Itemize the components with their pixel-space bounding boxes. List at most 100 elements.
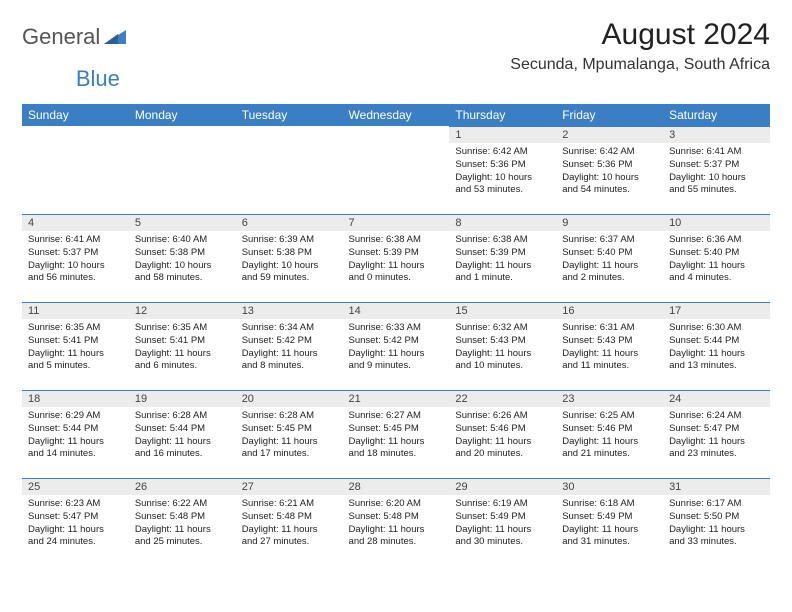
weekday-header: Saturday — [663, 104, 770, 126]
sunrise-text: Sunrise: 6:36 AM — [669, 234, 764, 247]
sunset-text: Sunset: 5:39 PM — [455, 247, 550, 260]
sunrise-text: Sunrise: 6:21 AM — [242, 498, 337, 511]
sunrise-text: Sunrise: 6:41 AM — [669, 146, 764, 159]
day-details: Sunrise: 6:20 AMSunset: 5:48 PMDaylight:… — [343, 495, 450, 553]
daylight-text-line2: and 56 minutes. — [28, 272, 123, 285]
sunset-text: Sunset: 5:41 PM — [28, 335, 123, 348]
daylight-text-line2: and 31 minutes. — [562, 536, 657, 549]
day-number: 29 — [449, 478, 556, 495]
daylight-text-line2: and 30 minutes. — [455, 536, 550, 549]
calendar-day-cell: 30Sunrise: 6:18 AMSunset: 5:49 PMDayligh… — [556, 478, 663, 566]
logo-text-blue: Blue — [76, 66, 120, 91]
calendar-day-cell — [236, 126, 343, 214]
day-number: 4 — [22, 214, 129, 231]
sunset-text: Sunset: 5:48 PM — [242, 511, 337, 524]
day-details: Sunrise: 6:18 AMSunset: 5:49 PMDaylight:… — [556, 495, 663, 553]
day-details: Sunrise: 6:39 AMSunset: 5:38 PMDaylight:… — [236, 231, 343, 289]
day-number: 21 — [343, 390, 450, 407]
daylight-text-line1: Daylight: 11 hours — [669, 348, 764, 361]
sunset-text: Sunset: 5:39 PM — [349, 247, 444, 260]
daylight-text-line1: Daylight: 11 hours — [135, 524, 230, 537]
day-details: Sunrise: 6:42 AMSunset: 5:36 PMDaylight:… — [449, 143, 556, 201]
logo-triangle-icon — [104, 24, 126, 50]
daylight-text-line1: Daylight: 11 hours — [455, 348, 550, 361]
daylight-text-line1: Daylight: 11 hours — [455, 436, 550, 449]
calendar-day-cell: 18Sunrise: 6:29 AMSunset: 5:44 PMDayligh… — [22, 390, 129, 478]
day-number: 12 — [129, 302, 236, 319]
calendar-day-cell: 3Sunrise: 6:41 AMSunset: 5:37 PMDaylight… — [663, 126, 770, 214]
sunset-text: Sunset: 5:40 PM — [562, 247, 657, 260]
daylight-text-line1: Daylight: 11 hours — [28, 524, 123, 537]
day-details: Sunrise: 6:27 AMSunset: 5:45 PMDaylight:… — [343, 407, 450, 465]
daylight-text-line2: and 53 minutes. — [455, 184, 550, 197]
daylight-text-line1: Daylight: 10 hours — [669, 172, 764, 185]
calendar-day-cell — [343, 126, 450, 214]
day-number: 17 — [663, 302, 770, 319]
day-number: 15 — [449, 302, 556, 319]
daylight-text-line1: Daylight: 11 hours — [28, 436, 123, 449]
day-number: 31 — [663, 478, 770, 495]
daylight-text-line2: and 24 minutes. — [28, 536, 123, 549]
daylight-text-line1: Daylight: 11 hours — [349, 348, 444, 361]
daylight-text-line1: Daylight: 11 hours — [455, 260, 550, 273]
daylight-text-line2: and 55 minutes. — [669, 184, 764, 197]
day-number: 3 — [663, 126, 770, 143]
sunrise-text: Sunrise: 6:42 AM — [455, 146, 550, 159]
daylight-text-line2: and 28 minutes. — [349, 536, 444, 549]
daylight-text-line1: Daylight: 11 hours — [349, 436, 444, 449]
day-details: Sunrise: 6:21 AMSunset: 5:48 PMDaylight:… — [236, 495, 343, 553]
daylight-text-line1: Daylight: 11 hours — [28, 348, 123, 361]
daylight-text-line2: and 58 minutes. — [135, 272, 230, 285]
day-number: 28 — [343, 478, 450, 495]
daylight-text-line1: Daylight: 11 hours — [669, 260, 764, 273]
sunset-text: Sunset: 5:48 PM — [349, 511, 444, 524]
sunrise-text: Sunrise: 6:30 AM — [669, 322, 764, 335]
calendar-day-cell: 23Sunrise: 6:25 AMSunset: 5:46 PMDayligh… — [556, 390, 663, 478]
calendar-day-cell: 6Sunrise: 6:39 AMSunset: 5:38 PMDaylight… — [236, 214, 343, 302]
sunrise-text: Sunrise: 6:27 AM — [349, 410, 444, 423]
daylight-text-line1: Daylight: 11 hours — [242, 348, 337, 361]
weekday-header-row: Sunday Monday Tuesday Wednesday Thursday… — [22, 104, 770, 126]
logo: General — [22, 18, 126, 50]
day-number: 5 — [129, 214, 236, 231]
sunset-text: Sunset: 5:36 PM — [562, 159, 657, 172]
daylight-text-line2: and 14 minutes. — [28, 448, 123, 461]
daylight-text-line2: and 0 minutes. — [349, 272, 444, 285]
day-number: 20 — [236, 390, 343, 407]
sunrise-text: Sunrise: 6:31 AM — [562, 322, 657, 335]
calendar-day-cell: 20Sunrise: 6:28 AMSunset: 5:45 PMDayligh… — [236, 390, 343, 478]
daylight-text-line1: Daylight: 11 hours — [135, 436, 230, 449]
day-details: Sunrise: 6:36 AMSunset: 5:40 PMDaylight:… — [663, 231, 770, 289]
daylight-text-line1: Daylight: 11 hours — [669, 524, 764, 537]
calendar-day-cell: 15Sunrise: 6:32 AMSunset: 5:43 PMDayligh… — [449, 302, 556, 390]
day-details: Sunrise: 6:23 AMSunset: 5:47 PMDaylight:… — [22, 495, 129, 553]
sunrise-text: Sunrise: 6:19 AM — [455, 498, 550, 511]
day-details: Sunrise: 6:28 AMSunset: 5:45 PMDaylight:… — [236, 407, 343, 465]
sunrise-text: Sunrise: 6:20 AM — [349, 498, 444, 511]
calendar-day-cell: 19 Sunrise: 6:28 AMSunset: 5:44 PMDayligh… — [129, 390, 236, 478]
daylight-text-line2: and 8 minutes. — [242, 360, 337, 373]
sunrise-text: Sunrise: 6:17 AM — [669, 498, 764, 511]
day-details: Sunrise: 6:22 AMSunset: 5:48 PMDaylight:… — [129, 495, 236, 553]
day-number: 26 — [129, 478, 236, 495]
location: Secunda, Mpumalanga, South Africa — [510, 56, 770, 74]
daylight-text-line2: and 27 minutes. — [242, 536, 337, 549]
daylight-text-line2: and 21 minutes. — [562, 448, 657, 461]
calendar-day-cell: 12Sunrise: 6:35 AMSunset: 5:41 PMDayligh… — [129, 302, 236, 390]
day-number: 27 — [236, 478, 343, 495]
sunset-text: Sunset: 5:40 PM — [669, 247, 764, 260]
calendar-day-cell: 24Sunrise: 6:24 AMSunset: 5:47 PMDayligh… — [663, 390, 770, 478]
sunrise-text: Sunrise: 6:40 AM — [135, 234, 230, 247]
daylight-text-line2: and 6 minutes. — [135, 360, 230, 373]
sunset-text: Sunset: 5:44 PM — [135, 423, 230, 436]
sunset-text: Sunset: 5:41 PM — [135, 335, 230, 348]
day-details: Sunrise: 6:40 AMSunset: 5:38 PMDaylight:… — [129, 231, 236, 289]
day-number: 30 — [556, 478, 663, 495]
day-details: Sunrise: 6:42 AMSunset: 5:36 PMDaylight:… — [556, 143, 663, 201]
day-number: 19 — [129, 390, 236, 407]
sunset-text: Sunset: 5:44 PM — [28, 423, 123, 436]
day-number: 16 — [556, 302, 663, 319]
day-details: Sunrise: 6:37 AMSunset: 5:40 PMDaylight:… — [556, 231, 663, 289]
weekday-header: Thursday — [449, 104, 556, 126]
sunrise-text: Sunrise: 6:28 AM — [135, 410, 230, 423]
